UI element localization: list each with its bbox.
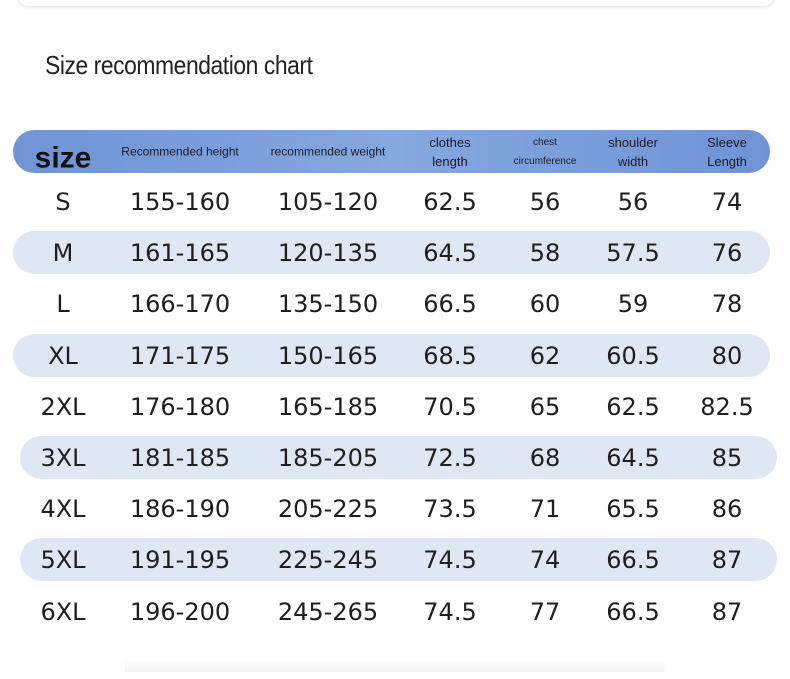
table-cell: 80 (711, 341, 743, 370)
column-header: recommended weight (270, 144, 386, 159)
table-cell: 185-205 (277, 444, 379, 472)
row-stripe (20, 436, 777, 479)
table-cell: 64.5 (423, 239, 477, 268)
table-cell: 65 (529, 392, 561, 421)
column-header: clothes length (429, 135, 471, 169)
table-cell: 6XL (40, 597, 86, 626)
table-cell: 135-150 (277, 290, 379, 319)
bottom-fade (125, 660, 665, 672)
table-cell: 78 (711, 290, 743, 319)
size-header: size (34, 141, 92, 175)
column-header: Sleeve Length (707, 135, 747, 169)
table-cell: 74.5 (423, 546, 477, 575)
table-cell: 196-200 (129, 597, 231, 626)
table-cell: 120-135 (277, 239, 379, 268)
table-cell: 77 (529, 597, 561, 626)
table-cell: 60.5 (606, 341, 660, 370)
table-cell: 72.5 (423, 444, 477, 472)
table-cell: 65.5 (606, 495, 660, 524)
table-cell: L (56, 290, 70, 319)
table-cell: 166-170 (129, 290, 231, 319)
table-cell: 73.5 (423, 495, 477, 524)
table-cell: 66.5 (423, 290, 477, 319)
table-cell: 87 (711, 546, 743, 575)
table-cell: 86 (711, 495, 743, 524)
table-cell: 181-185 (129, 444, 231, 472)
table-cell: 155-160 (129, 188, 231, 216)
column-header: Recommended height (121, 144, 239, 159)
table-cell: 76 (711, 239, 743, 268)
table-cell: 74 (529, 546, 561, 575)
table-cell: 225-245 (277, 546, 379, 575)
table-cell: 191-195 (129, 546, 231, 575)
table-cell: 56 (529, 188, 561, 216)
table-cell: 2XL (40, 392, 86, 421)
header-band (13, 130, 770, 173)
table-cell: 105-120 (277, 188, 379, 216)
table-cell: 150-165 (277, 341, 379, 370)
table-cell: 3XL (40, 444, 86, 472)
row-stripe (13, 231, 770, 275)
table-cell: 165-185 (277, 392, 379, 421)
column-header: chest circumference (513, 137, 577, 167)
table-cell: 161-165 (129, 239, 231, 268)
table-cell: 87 (711, 597, 743, 626)
table-cell: 62 (529, 341, 561, 370)
table-cell: 59 (617, 290, 649, 319)
table-cell: 57.5 (606, 239, 660, 268)
table-cell: 74 (711, 188, 743, 216)
table-cell: 62.5 (606, 392, 660, 421)
card-edge (18, 0, 774, 6)
table-cell: 68.5 (423, 341, 477, 370)
table-cell: 205-225 (277, 495, 379, 524)
table-cell: 62.5 (423, 188, 477, 216)
table-cell: 71 (529, 495, 561, 524)
table-cell: 74.5 (423, 597, 477, 626)
table-cell: 70.5 (423, 392, 477, 421)
table-cell: 171-175 (129, 341, 231, 370)
row-stripe (13, 333, 770, 377)
table-cell: S (55, 188, 71, 216)
title: Size recommendation chart (45, 50, 313, 80)
table-cell: 68 (529, 444, 561, 472)
table-cell: 64.5 (606, 444, 660, 472)
table-cell: 4XL (40, 495, 86, 524)
table-cell: 186-190 (129, 495, 231, 524)
row-stripe (20, 538, 777, 582)
column-header: shoulder width (608, 135, 658, 169)
table-cell: 66.5 (606, 597, 660, 626)
table-cell: 66.5 (606, 546, 660, 575)
table-cell: 85 (711, 444, 743, 472)
table-cell: 82.5 (700, 392, 754, 421)
table-cell: 56 (617, 188, 649, 216)
table-cell: M (52, 239, 74, 268)
table-cell: 58 (529, 239, 561, 268)
table-cell: 176-180 (129, 392, 231, 421)
table-cell: XL (48, 341, 78, 370)
table-cell: 60 (529, 290, 561, 319)
table-cell: 245-265 (277, 597, 379, 626)
table-cell: 5XL (40, 546, 86, 575)
